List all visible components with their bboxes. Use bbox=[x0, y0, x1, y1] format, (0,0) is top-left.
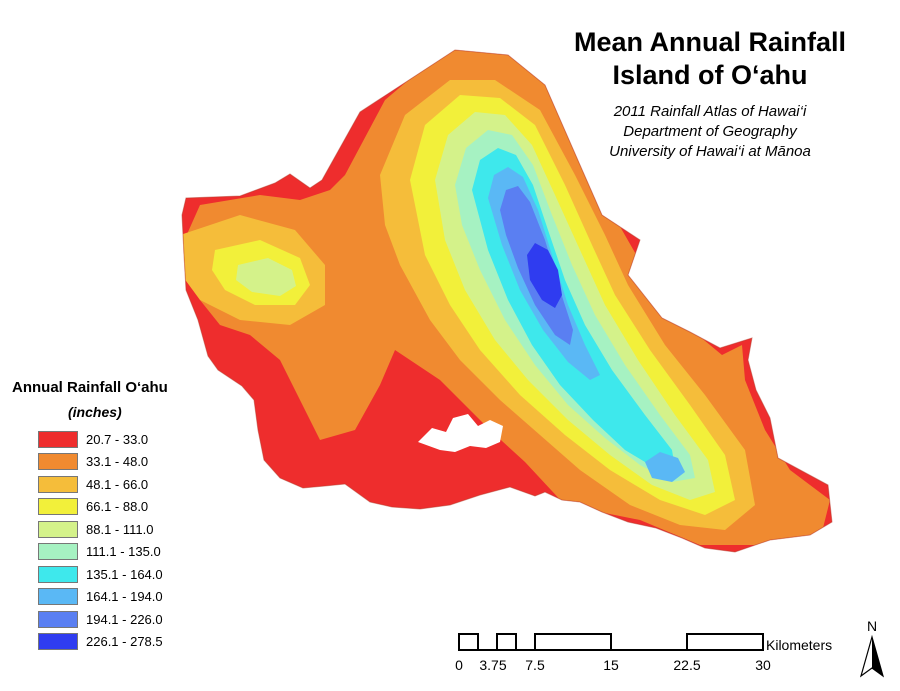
legend-swatch bbox=[38, 543, 78, 561]
legend-swatch bbox=[38, 610, 78, 628]
legend-label: 33.1 - 48.0 bbox=[86, 454, 149, 470]
pearl-harbor bbox=[418, 414, 503, 452]
legend-units: (inches) bbox=[68, 404, 122, 420]
legend-label: 164.1 - 194.0 bbox=[86, 589, 163, 605]
scale-bar-segments bbox=[458, 633, 764, 651]
scale-bar: 0 3.75 7.5 15 22.5 30 Kilometers bbox=[455, 633, 832, 673]
legend-label: 48.1 - 66.0 bbox=[86, 476, 149, 492]
legend-row: 20.7 - 33.0 bbox=[38, 428, 212, 451]
map-subtitle-university: University of Hawai‘i at Mānoa bbox=[609, 143, 811, 160]
legend-row: 88.1 - 111.0 bbox=[38, 518, 212, 541]
legend-title: Annual Rainfall O‘ahu bbox=[12, 379, 168, 396]
scale-tick-15: 15 bbox=[603, 657, 619, 673]
legend-label: 111.1 - 135.0 bbox=[86, 544, 161, 560]
legend-swatch bbox=[38, 588, 78, 606]
north-arrow: N bbox=[859, 618, 885, 678]
map-title-line2: Island of O‘ahu bbox=[612, 60, 808, 90]
legend-row: 135.1 - 164.0 bbox=[38, 563, 212, 586]
legend-swatch bbox=[38, 498, 78, 516]
map-subtitle-atlas: 2011 Rainfall Atlas of Hawai‘i bbox=[613, 103, 807, 120]
zone-164-194-south bbox=[645, 452, 685, 482]
legend-row: 194.1 - 226.0 bbox=[38, 608, 212, 631]
scale-tick-30: 30 bbox=[755, 657, 771, 673]
map-title-line1: Mean Annual Rainfall bbox=[573, 27, 847, 57]
legend-label: 194.1 - 226.0 bbox=[86, 611, 163, 627]
legend-row: 66.1 - 88.0 bbox=[38, 496, 212, 519]
legend-swatch bbox=[38, 520, 78, 538]
rainfall-legend: Annual Rainfall O‘ahu (inches) 20.7 - 33… bbox=[12, 378, 212, 653]
legend-row: 33.1 - 48.0 bbox=[38, 451, 212, 474]
legend-swatch bbox=[38, 430, 78, 448]
legend-label: 20.7 - 33.0 bbox=[86, 431, 149, 447]
legend-row: 111.1 - 135.0 bbox=[38, 541, 212, 564]
scale-tick-7-5: 7.5 bbox=[525, 657, 545, 673]
legend-label: 135.1 - 164.0 bbox=[86, 566, 163, 582]
zone-226-278 bbox=[527, 243, 562, 308]
legend-list: 20.7 - 33.0 33.1 - 48.0 48.1 - 66.0 66.1… bbox=[38, 428, 212, 653]
north-label: N bbox=[867, 618, 877, 634]
legend-swatch bbox=[38, 633, 78, 651]
scale-tick-0: 0 bbox=[455, 657, 463, 673]
map-subtitle-department: Department of Geography bbox=[623, 123, 797, 140]
legend-label: 66.1 - 88.0 bbox=[86, 499, 149, 515]
legend-swatch bbox=[38, 565, 78, 583]
legend-row: 226.1 - 278.5 bbox=[38, 631, 212, 654]
scale-tick-22-5: 22.5 bbox=[673, 657, 700, 673]
legend-label: 88.1 - 111.0 bbox=[86, 521, 154, 537]
map-title-block: Mean Annual Rainfall Island of O‘ahu 201… bbox=[540, 26, 880, 162]
scale-unit-label: Kilometers bbox=[766, 637, 832, 653]
legend-label: 226.1 - 278.5 bbox=[86, 634, 163, 650]
legend-row: 48.1 - 66.0 bbox=[38, 473, 212, 496]
scale-tick-3-75: 3.75 bbox=[479, 657, 506, 673]
legend-row: 164.1 - 194.0 bbox=[38, 586, 212, 609]
north-arrow-fill bbox=[872, 637, 883, 676]
legend-swatch bbox=[38, 453, 78, 471]
zone-88-111-west bbox=[236, 258, 296, 296]
legend-swatch bbox=[38, 475, 78, 493]
